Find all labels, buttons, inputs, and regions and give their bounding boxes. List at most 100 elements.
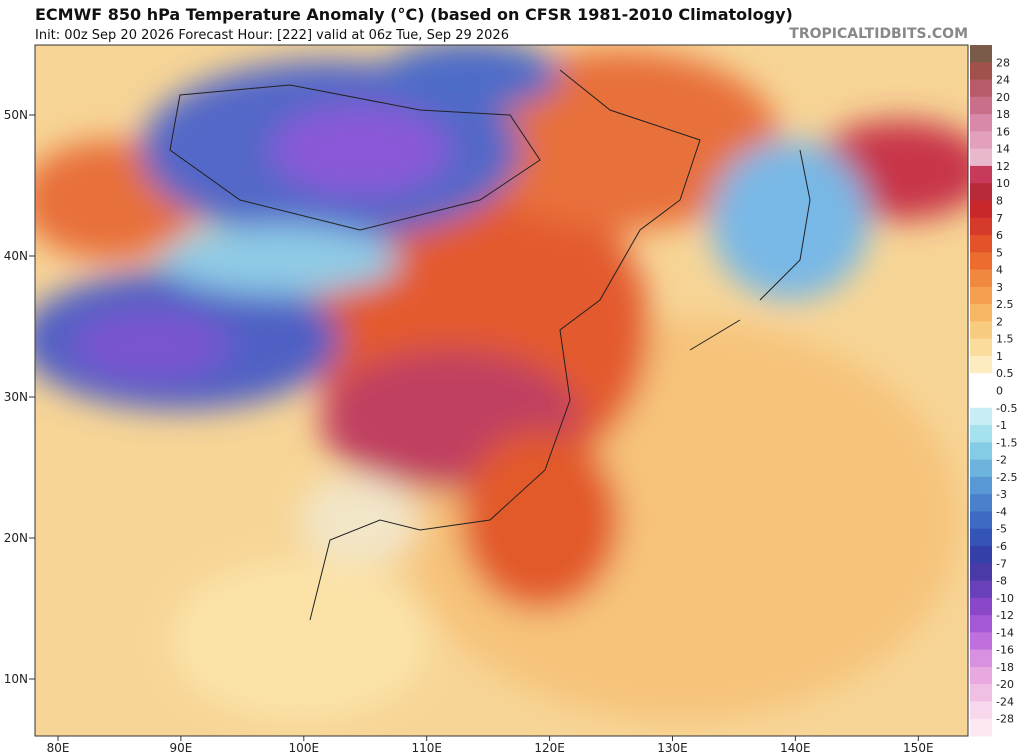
- colorbar-segment: [970, 511, 992, 530]
- colorbar-label: 16: [996, 125, 1010, 138]
- lon-label: 100E: [289, 741, 320, 755]
- colorbar-label: -6: [996, 540, 1007, 553]
- lon-label: 150E: [903, 741, 934, 755]
- colorbar-segment: [970, 183, 992, 201]
- colorbar-label: -16: [996, 644, 1014, 657]
- colorbar-segment: [970, 165, 992, 184]
- colorbar-segment: [970, 269, 992, 288]
- colorbar-label: -7: [996, 557, 1007, 570]
- lon-label: 90E: [169, 741, 192, 755]
- colorbar-label: 0.5: [996, 367, 1014, 380]
- lat-label: 40N: [4, 249, 28, 263]
- colorbar-label: -8: [996, 575, 1007, 588]
- colorbar-segment: [970, 114, 992, 132]
- colorbar-label: 24: [996, 74, 1010, 87]
- colorbar-segment: [970, 79, 992, 98]
- colorbar-label: -10: [996, 592, 1014, 605]
- colorbar-segment: [970, 304, 992, 322]
- lon-label: 80E: [47, 741, 70, 755]
- lat-label: 20N: [4, 531, 28, 545]
- colorbar-segment: [970, 684, 992, 702]
- colorbar-segment: [970, 96, 992, 115]
- colorbar-label: -20: [996, 678, 1014, 691]
- colorbar-label: 14: [996, 143, 1010, 156]
- colorbar-label: -1: [996, 419, 1007, 432]
- colorbar-segment: [970, 528, 992, 547]
- colorbar-segment: [970, 718, 992, 737]
- colorbar-segment: [970, 442, 992, 461]
- lat-label: 10N: [4, 672, 28, 686]
- colorbar-label: -12: [996, 609, 1014, 622]
- colorbar-label: 1.5: [996, 333, 1014, 346]
- colorbar-label: -2.5: [996, 471, 1017, 484]
- colorbar-label: -0.5: [996, 402, 1017, 415]
- colorbar-label: -4: [996, 505, 1007, 518]
- colorbar-segment: [970, 235, 992, 253]
- colorbar-label: -1.5: [996, 436, 1017, 449]
- lat-label: 50N: [4, 108, 28, 122]
- colorbar-label: 3: [996, 281, 1003, 294]
- colorbar-segment: [970, 373, 992, 391]
- colorbar-label: 1: [996, 350, 1003, 363]
- lon-labels: 80E 90E 100E 110E 120E 130E 140E 150E: [47, 736, 934, 755]
- subtitle: Init: 00z Sep 20 2026 Forecast Hour: [22…: [35, 28, 509, 43]
- colorbar-segment: [970, 597, 992, 616]
- colorbar-segment: [970, 563, 992, 582]
- colorbar-segment: [970, 338, 992, 357]
- colorbar-segment: [970, 545, 992, 564]
- colorbar-segment: [970, 701, 992, 720]
- colorbar-segment: [970, 459, 992, 478]
- lon-label: 120E: [534, 741, 565, 755]
- colorbar-segment: [970, 666, 992, 685]
- site-label: TROPICALTIDBITS.COM: [789, 26, 968, 42]
- colorbar-label: 2: [996, 315, 1003, 328]
- colorbar-segment: [970, 615, 992, 633]
- colorbar-label: 2.5: [996, 298, 1014, 311]
- lon-label: 140E: [780, 741, 811, 755]
- colorbar-segment: [970, 62, 992, 81]
- colorbar-segment: [970, 494, 992, 512]
- colorbar-label: -28: [996, 713, 1014, 726]
- colorbar-segment: [970, 649, 992, 668]
- colorbar-label: 10: [996, 177, 1010, 190]
- colorbar-segment: [970, 217, 992, 236]
- map: [35, 45, 968, 736]
- colorbar-segment: [970, 390, 992, 409]
- colorbar-label: 4: [996, 264, 1003, 277]
- lat-labels: 50N 40N 30N 20N 10N: [4, 108, 35, 686]
- colorbar-segment: [970, 355, 992, 374]
- colorbar-label: -24: [996, 695, 1014, 708]
- colorbar-label: 18: [996, 108, 1010, 121]
- colorbar-segment: [970, 45, 992, 63]
- title: ECMWF 850 hPa Temperature Anomaly (°C) (…: [35, 5, 793, 24]
- lon-label: 110E: [411, 741, 442, 755]
- colorbar-label: 20: [996, 91, 1010, 104]
- colorbar: 28 24 20 18 16 14 12 10 8 7 6 5 4 3 2.5 2 1.5 1 0.5 0 -0.5 -1…: [970, 45, 1017, 737]
- colorbar-segment: [970, 580, 992, 599]
- colorbar-label: 8: [996, 194, 1003, 207]
- colorbar-label: 0: [996, 385, 1003, 398]
- colorbar-label: 6: [996, 229, 1003, 242]
- colorbar-segment: [970, 632, 992, 651]
- colorbar-segment: [970, 407, 992, 426]
- colorbar-label: 12: [996, 160, 1010, 173]
- colorbar-label: 7: [996, 212, 1003, 225]
- colorbar-segment: [970, 321, 992, 340]
- colorbar-segment: [970, 131, 992, 150]
- colorbar-label: -18: [996, 661, 1014, 674]
- colorbar-segment: [970, 148, 992, 167]
- colorbar-segment: [970, 286, 992, 305]
- colorbar-segment: [970, 476, 992, 495]
- colorbar-segment: [970, 200, 992, 219]
- lat-label: 30N: [4, 390, 28, 404]
- colorbar-label: 28: [996, 56, 1010, 69]
- colorbar-label: -5: [996, 523, 1007, 536]
- colorbar-label: -14: [996, 626, 1014, 639]
- colorbar-label: -3: [996, 488, 1007, 501]
- colorbar-label: 5: [996, 246, 1003, 259]
- lon-label: 130E: [657, 741, 688, 755]
- colorbar-segment: [970, 252, 992, 271]
- colorbar-segment: [970, 425, 992, 443]
- colorbar-label: -2: [996, 454, 1007, 467]
